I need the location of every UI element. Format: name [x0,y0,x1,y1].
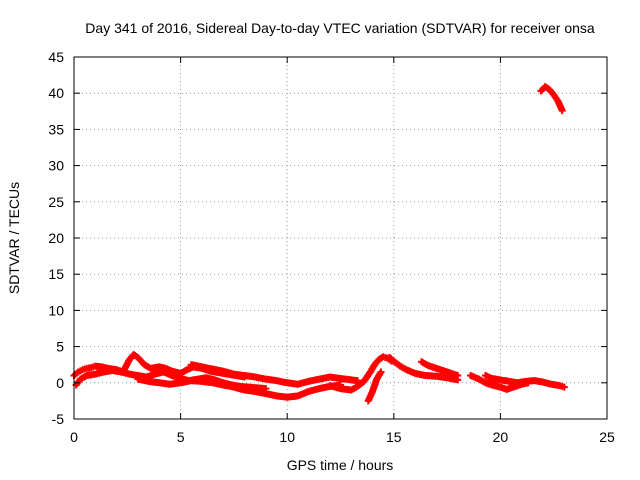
series-arc-10 [481,372,568,391]
x-tick-label: 25 [599,429,615,445]
y-axis-label: SDTVAR / TECUs [6,182,22,294]
series-arc-8 [418,358,462,380]
y-tick-label: 30 [48,158,64,174]
x-tick-label: 15 [386,429,402,445]
y-tick-label: 40 [48,85,64,101]
x-tick-label: 0 [70,429,78,445]
data-point [454,372,462,380]
data-layer [70,83,568,405]
x-tick-label: 10 [279,429,295,445]
x-tick-label: 20 [493,429,509,445]
y-tick-label: 10 [48,302,64,318]
y-tick-label: 5 [56,339,64,355]
y-tick-label: -5 [52,411,65,427]
ticks: 0 5 10 15 20 25 -5 0 5 10 15 20 25 30 35 40 45 [48,49,615,445]
y-tick-label: 20 [48,230,64,246]
x-axis-label: GPS time / hours [287,457,394,473]
data-point [560,383,568,391]
y-tick-label: 35 [48,121,64,137]
x-tick-label: 5 [177,429,185,445]
chart-title: Day 341 of 2016, Sidereal Day-to-day VTE… [85,20,595,36]
data-point [558,107,566,115]
series-arc-11 [537,83,566,115]
y-tick-label: 45 [48,49,64,65]
series-arc-3 [134,375,344,401]
y-tick-label: 15 [48,266,64,282]
series-arc-6 [364,368,385,405]
data-point [377,368,385,376]
y-tick-label: 25 [48,194,64,210]
series-arc-4 [187,361,362,388]
y-tick-label: 0 [56,375,64,391]
series-arc-7 [386,353,462,384]
